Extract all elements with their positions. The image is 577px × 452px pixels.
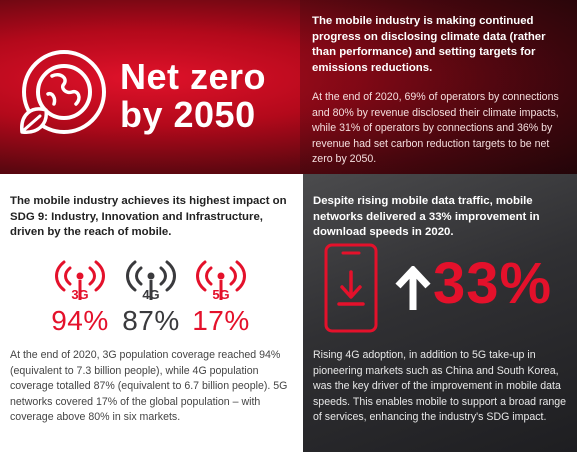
speed-body-text: Rising 4G adoption, in addition to 5G ta… (313, 349, 567, 423)
speed-improvement-stat: 33% (433, 251, 553, 316)
top-text-block: The mobile industry is making continued … (312, 14, 564, 168)
network-3g: 3G (40, 258, 120, 302)
coverage-panel: The mobile industry achieves its highest… (0, 174, 303, 452)
signal-tower-icon (196, 260, 246, 300)
globe-leaf-icon (16, 48, 108, 140)
network-4g: 4G (111, 258, 191, 302)
network-5g-label: 5G (212, 287, 230, 302)
network-3g-percent: 94% (51, 305, 109, 336)
network-4g-percent: 87% (122, 305, 180, 336)
phone-download-icon (323, 242, 379, 334)
signal-tower-icon (126, 260, 176, 300)
network-3g-label: 3G (71, 287, 89, 302)
hero-title: Net zero by 2050 (120, 56, 267, 135)
network-4g-label: 4G (142, 287, 160, 302)
network-5g-percent: 17% (192, 305, 250, 336)
coverage-lead-text: The mobile industry achieves its highest… (10, 195, 287, 238)
top-body-text: At the end of 2020, 69% of operators by … (312, 91, 559, 165)
network-5g: 5G (181, 258, 261, 302)
speed-panel: Despite rising mobile data traffic, mobi… (303, 174, 577, 452)
speed-lead-text: Despite rising mobile data traffic, mobi… (313, 195, 540, 238)
top-lead-text: The mobile industry is making continued … (312, 15, 546, 74)
coverage-body-text: At the end of 2020, 3G population covera… (10, 349, 288, 423)
signal-tower-icon (55, 260, 105, 300)
up-arrow-icon (395, 264, 431, 312)
top-banner: Net zero by 2050 (0, 0, 577, 174)
